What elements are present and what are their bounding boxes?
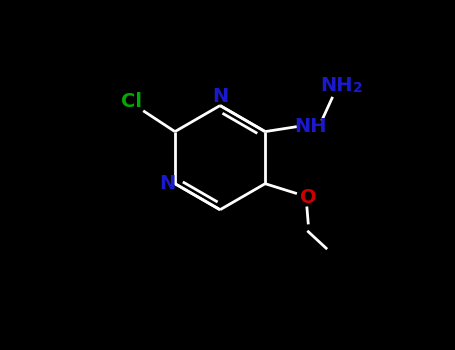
Text: 2: 2 [353, 81, 362, 95]
Text: NH: NH [320, 76, 353, 95]
Text: N: N [159, 174, 176, 193]
Text: N: N [212, 87, 228, 106]
Text: NH: NH [294, 117, 327, 136]
Text: O: O [300, 188, 317, 207]
Text: Cl: Cl [121, 92, 142, 111]
